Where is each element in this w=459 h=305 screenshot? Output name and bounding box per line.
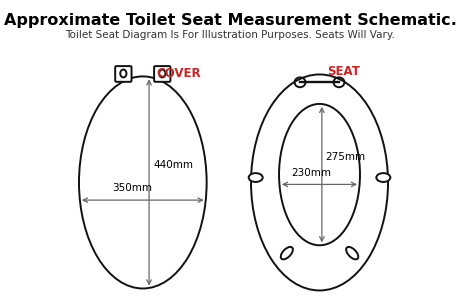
Text: 230mm: 230mm bbox=[291, 167, 331, 178]
FancyBboxPatch shape bbox=[115, 66, 131, 82]
Text: 440mm: 440mm bbox=[153, 160, 193, 170]
Text: Toilet Seat Diagram Is For Illustration Purposes. Seats Will Vary.: Toilet Seat Diagram Is For Illustration … bbox=[65, 30, 394, 40]
Text: 275mm: 275mm bbox=[325, 152, 365, 162]
Ellipse shape bbox=[345, 247, 358, 259]
FancyBboxPatch shape bbox=[154, 66, 170, 82]
Text: 350mm: 350mm bbox=[112, 183, 151, 193]
Ellipse shape bbox=[248, 173, 262, 182]
Text: SEAT: SEAT bbox=[327, 65, 359, 78]
Ellipse shape bbox=[375, 173, 390, 182]
Text: Approximate Toilet Seat Measurement Schematic.: Approximate Toilet Seat Measurement Sche… bbox=[4, 13, 455, 27]
Text: COVER: COVER bbox=[157, 67, 201, 80]
Ellipse shape bbox=[280, 247, 292, 259]
